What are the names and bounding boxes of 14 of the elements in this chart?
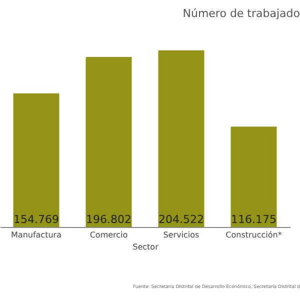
- chart-title: Número de trabajado: [182, 7, 300, 20]
- bar: [13, 93, 60, 227]
- bar: [230, 126, 277, 227]
- data-label: 154.769: [14, 213, 59, 226]
- x-tick-label: Servicios: [163, 230, 200, 240]
- data-label: 204.522: [158, 213, 204, 226]
- x-axis-title: Sector: [132, 242, 160, 252]
- data-label: 116.175: [231, 213, 276, 226]
- bar: [86, 57, 132, 227]
- x-tick-label: Manufactura: [11, 230, 62, 240]
- bar: [158, 50, 204, 227]
- x-tick-label: Construcción*: [226, 230, 282, 240]
- data-label: 196.802: [86, 213, 132, 226]
- x-tick-label: Comercio: [90, 230, 128, 240]
